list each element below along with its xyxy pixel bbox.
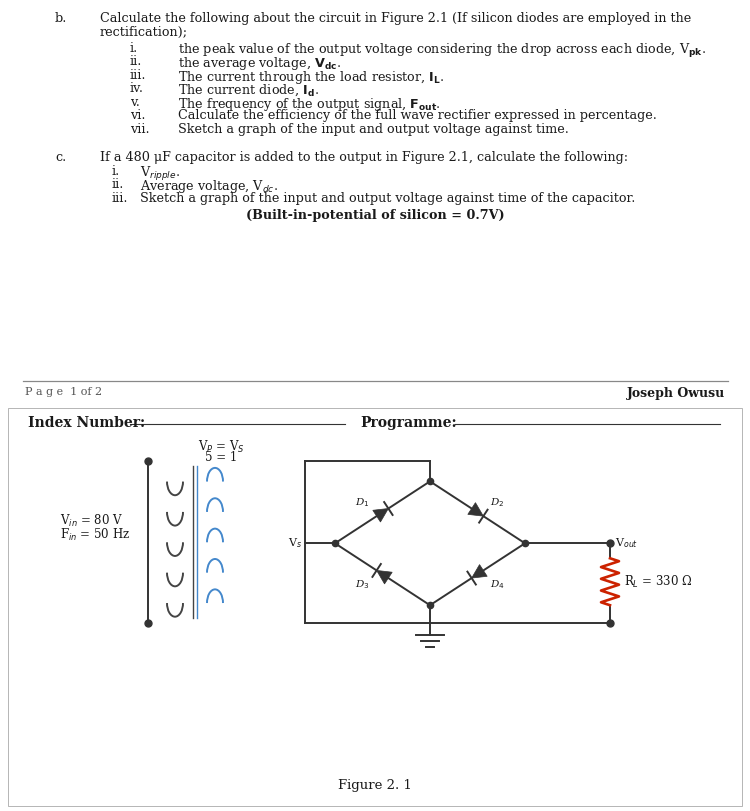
Text: Calculate the following about the circuit in Figure 2.1 (If silicon diodes are e: Calculate the following about the circui… [100,12,692,25]
Text: v.: v. [130,96,140,109]
Text: V$_s$: V$_s$ [288,536,302,550]
Text: V$_{ripple}$.: V$_{ripple}$. [140,165,180,182]
Text: iv.: iv. [130,83,144,96]
Text: Calculate the efficiency of the full wave rectifier expressed in percentage.: Calculate the efficiency of the full wav… [178,109,657,122]
Text: ii.: ii. [130,55,142,68]
Text: rectification);: rectification); [100,26,188,39]
Text: iii.: iii. [130,69,146,82]
Text: V$_{out}$: V$_{out}$ [615,536,638,550]
Text: vi.: vi. [130,109,146,122]
Text: The current diode, $\mathbf{I_d}$.: The current diode, $\mathbf{I_d}$. [178,83,319,98]
Text: F$_{in}$ = 50 Hz: F$_{in}$ = 50 Hz [60,527,130,543]
Polygon shape [373,508,388,522]
Text: i.: i. [130,42,138,55]
Text: Figure 2. 1: Figure 2. 1 [338,779,412,792]
Text: V$_P$ = V$_S$: V$_P$ = V$_S$ [198,439,245,454]
Text: Average voltage, V$_{dc}$.: Average voltage, V$_{dc}$. [140,178,278,195]
Text: c.: c. [55,151,66,164]
Text: vii.: vii. [130,122,149,135]
Text: the peak value of the output voltage considering the drop across each diode, V$_: the peak value of the output voltage con… [178,42,706,60]
Text: (Built-in-potential of silicon = 0.7V): (Built-in-potential of silicon = 0.7V) [246,209,504,222]
Text: iii.: iii. [112,191,128,204]
Text: If a 480 μF capacitor is added to the output in Figure 2.1, calculate the follow: If a 480 μF capacitor is added to the ou… [100,151,628,164]
Text: Index Number:: Index Number: [28,416,146,431]
Text: 5 = 1: 5 = 1 [206,452,238,465]
Text: Sketch a graph of the input and output voltage against time.: Sketch a graph of the input and output v… [178,122,568,135]
Text: R$_L$ = 330 Ω: R$_L$ = 330 Ω [624,573,692,590]
Text: Programme:: Programme: [360,416,457,431]
Text: D$_2$: D$_2$ [490,496,505,508]
Polygon shape [376,570,392,584]
Polygon shape [472,564,488,578]
Text: D$_1$: D$_1$ [356,496,370,508]
Text: the average voltage, $\mathbf{V_{dc}}$.: the average voltage, $\mathbf{V_{dc}}$. [178,55,341,72]
Text: D$_4$: D$_4$ [490,578,505,590]
Text: The current through the load resistor, $\mathbf{I_L}$.: The current through the load resistor, $… [178,69,445,86]
Text: P a g e  1 of 2: P a g e 1 of 2 [25,388,102,397]
Text: i.: i. [112,165,120,178]
Text: b.: b. [55,12,68,25]
Polygon shape [468,503,483,516]
Text: V$_{in}$ = 80 V: V$_{in}$ = 80 V [60,513,123,530]
Text: D$_3$: D$_3$ [356,578,370,590]
Text: The frequency of the output signal, $\mathbf{F_{out}}$.: The frequency of the output signal, $\ma… [178,96,441,113]
Text: ii.: ii. [112,178,125,191]
Text: Joseph Owusu: Joseph Owusu [627,388,725,401]
Text: Sketch a graph of the input and output voltage against time of the capacitor.: Sketch a graph of the input and output v… [140,191,635,204]
